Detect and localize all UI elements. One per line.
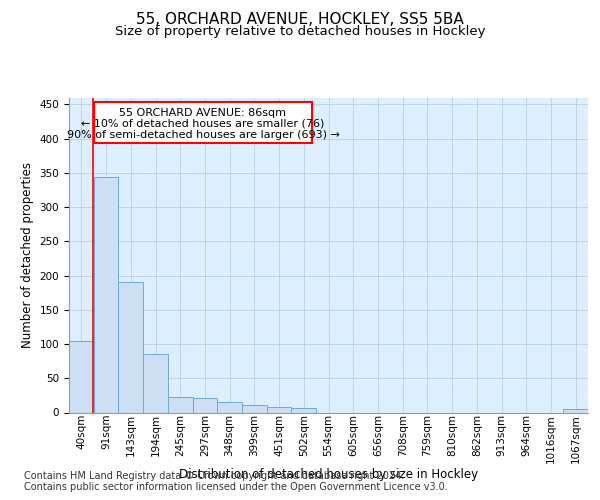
Bar [168, 397, 193, 412]
Y-axis label: Number of detached properties: Number of detached properties [21, 162, 34, 348]
FancyBboxPatch shape [94, 102, 311, 144]
X-axis label: Distribution of detached houses by size in Hockley: Distribution of detached houses by size … [179, 468, 478, 481]
Text: 90% of semi-detached houses are larger (693) →: 90% of semi-detached houses are larger (… [67, 130, 340, 140]
Text: Contains public sector information licensed under the Open Government Licence v3: Contains public sector information licen… [24, 482, 448, 492]
Bar [143, 354, 168, 412]
Bar [563, 409, 588, 412]
Bar [292, 408, 316, 412]
Bar [193, 398, 217, 412]
Text: Size of property relative to detached houses in Hockley: Size of property relative to detached ho… [115, 25, 485, 38]
Bar [217, 402, 242, 412]
Text: 55 ORCHARD AVENUE: 86sqm: 55 ORCHARD AVENUE: 86sqm [119, 108, 286, 118]
Text: ← 10% of detached houses are smaller (76): ← 10% of detached houses are smaller (76… [81, 118, 325, 128]
Bar [69, 342, 94, 412]
Bar [94, 177, 118, 412]
Text: 55, ORCHARD AVENUE, HOCKLEY, SS5 5BA: 55, ORCHARD AVENUE, HOCKLEY, SS5 5BA [136, 12, 464, 28]
Text: Contains HM Land Registry data © Crown copyright and database right 2024.: Contains HM Land Registry data © Crown c… [24, 471, 404, 481]
Bar [118, 282, 143, 412]
Bar [242, 405, 267, 412]
Bar [267, 407, 292, 412]
